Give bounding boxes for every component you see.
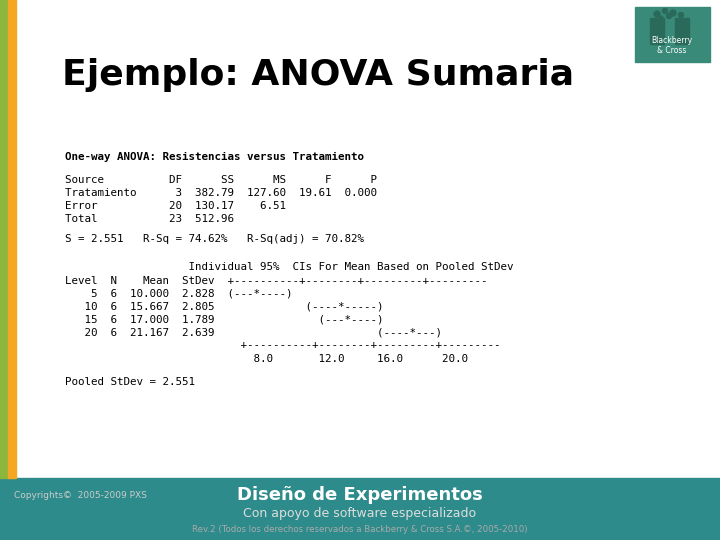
Text: Level  N    Mean  StDev  +----------+--------+---------+---------: Level N Mean StDev +----------+--------+… xyxy=(65,275,487,286)
Text: Tratamiento      3  382.79  127.60  19.61  0.000: Tratamiento 3 382.79 127.60 19.61 0.000 xyxy=(65,188,377,198)
Text: 10  6  15.667  2.805              (----*-----): 10 6 15.667 2.805 (----*-----) xyxy=(65,301,384,312)
Bar xyxy=(0,0,720,478)
Text: Diseño de Experimentos: Diseño de Experimentos xyxy=(237,487,483,504)
Text: 5  6  10.000  2.828  (---*----): 5 6 10.000 2.828 (---*----) xyxy=(65,288,292,299)
Circle shape xyxy=(662,9,667,14)
Bar xyxy=(635,7,710,62)
Bar xyxy=(0,0,8,478)
Circle shape xyxy=(678,12,683,17)
Text: Total           23  512.96: Total 23 512.96 xyxy=(65,214,234,225)
Circle shape xyxy=(670,10,676,16)
Text: 8.0       12.0     16.0      20.0: 8.0 12.0 16.0 20.0 xyxy=(65,354,468,363)
Text: Error           20  130.17    6.51: Error 20 130.17 6.51 xyxy=(65,201,286,211)
Circle shape xyxy=(659,16,663,20)
Bar xyxy=(650,18,664,44)
Bar xyxy=(675,18,689,44)
Text: +----------+--------+---------+---------: +----------+--------+---------+--------- xyxy=(65,341,500,350)
Text: 15  6  17.000  1.789                (---*----): 15 6 17.000 1.789 (---*----) xyxy=(65,314,384,325)
Text: Individual 95%  CIs For Mean Based on Pooled StDev: Individual 95% CIs For Mean Based on Poo… xyxy=(65,262,513,273)
Text: Rev.2 (Todos los derechos reservados a Backberry & Cross S.A.©, 2005-2010): Rev.2 (Todos los derechos reservados a B… xyxy=(192,525,528,534)
Text: S = 2.551   R-Sq = 74.62%   R-Sq(adj) = 70.82%: S = 2.551 R-Sq = 74.62% R-Sq(adj) = 70.8… xyxy=(65,234,364,244)
Bar xyxy=(8,0,16,478)
Text: Copyrights©  2005-2009 PXS: Copyrights© 2005-2009 PXS xyxy=(14,491,147,500)
Text: Blackberry
& Cross: Blackberry & Cross xyxy=(652,36,693,55)
Text: Ejemplo: ANOVA Sumaria: Ejemplo: ANOVA Sumaria xyxy=(62,58,574,92)
Bar xyxy=(0,478,720,540)
Circle shape xyxy=(667,14,672,18)
Text: Pooled StDev = 2.551: Pooled StDev = 2.551 xyxy=(65,377,195,387)
Circle shape xyxy=(654,11,660,17)
Text: One-way ANOVA: Resistencias versus Tratamiento: One-way ANOVA: Resistencias versus Trata… xyxy=(65,152,364,162)
Text: 20  6  21.167  2.639                         (----*---): 20 6 21.167 2.639 (----*---) xyxy=(65,327,442,338)
Text: Con apoyo de software especializado: Con apoyo de software especializado xyxy=(243,508,477,521)
Text: Source          DF      SS      MS      F      P: Source DF SS MS F P xyxy=(65,176,377,185)
